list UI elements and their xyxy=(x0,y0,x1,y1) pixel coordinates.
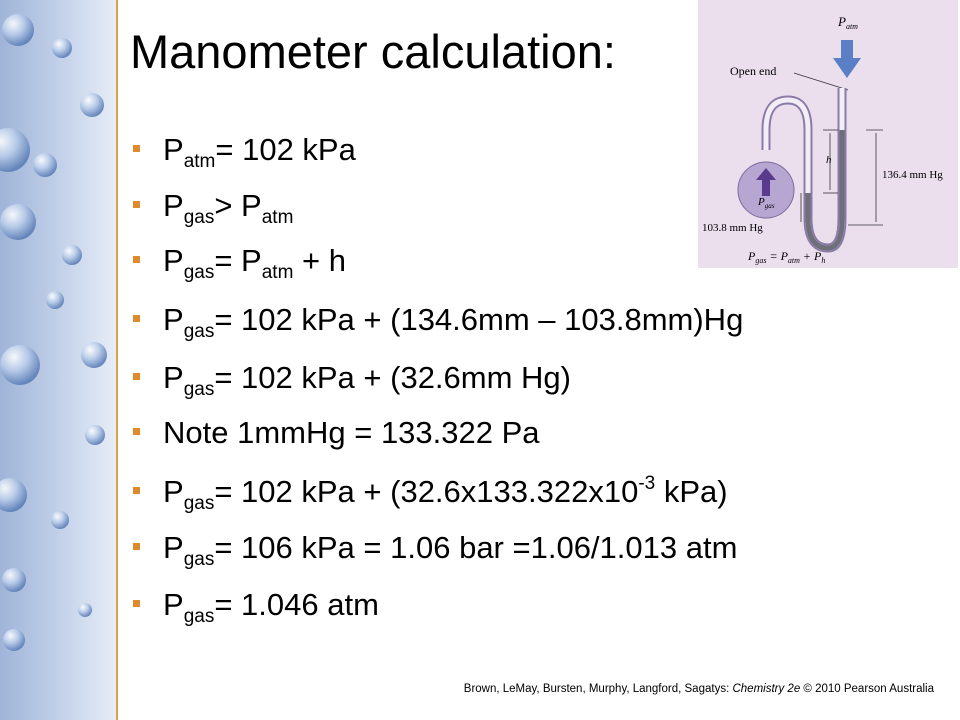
footer-text: Brown, LeMay, Bursten, Murphy, Langford,… xyxy=(463,683,733,695)
bullet-text: P xyxy=(163,530,184,565)
h-label: h xyxy=(826,154,832,166)
slide-title: Manometer calculation: xyxy=(130,25,616,78)
bullet-marker xyxy=(133,315,140,323)
bullet-text: P xyxy=(163,360,184,395)
bullet-marker xyxy=(133,256,140,264)
subscript-text: gas xyxy=(183,379,215,400)
bullet-text: = 1.046 atm xyxy=(214,587,379,622)
bullet-text: > P xyxy=(214,188,262,223)
subscript-text: gas xyxy=(183,321,215,342)
bullet: Pgas= 102 kPa + (32.6mm Hg) xyxy=(133,360,571,401)
bullet: Note 1mmHg = 133.322 Pa xyxy=(133,415,540,451)
bullet-text: = 102 kPa xyxy=(215,132,356,167)
bullet-text: P xyxy=(163,474,184,509)
subscript-text: gas xyxy=(183,606,215,627)
bullet-text: P xyxy=(163,188,184,223)
bullet-text: = 102 kPa + (32.6mm Hg) xyxy=(214,360,571,395)
p-atm-label: Patm xyxy=(837,14,858,31)
figure-equation: Pgas = Patm + Ph xyxy=(747,249,825,265)
subscript-text: atm xyxy=(261,207,294,228)
footer-book: Chemistry 2e xyxy=(732,683,801,695)
bullet: Pgas= 102 kPa + (134.6mm – 103.8mm)Hg xyxy=(133,302,743,343)
manometer-figure: Patm Open end Pgas h 136.4 mm Hg 103.8 m… xyxy=(698,0,958,268)
subscript-text: gas xyxy=(183,493,215,514)
bullet: Pgas= 1.046 atm xyxy=(133,587,379,628)
bullet: Pgas= 102 kPa + (32.6x133.322x10-3 kPa) xyxy=(133,473,728,515)
supscript-text: -3 xyxy=(638,473,656,494)
bullet: Pgas= Patm + h xyxy=(133,243,346,284)
bullet-text: P xyxy=(163,132,184,167)
bullet-text: P xyxy=(163,302,184,337)
decorative-strip xyxy=(0,0,118,720)
bullet-text: kPa) xyxy=(655,474,728,509)
open-end-label: Open end xyxy=(730,64,776,78)
bullet-text: = 102 kPa + (32.6x133.322x10 xyxy=(214,474,639,509)
footer: Brown, LeMay, Bursten, Murphy, Langford,… xyxy=(464,683,934,695)
left-height-label: 103.8 mm Hg xyxy=(702,222,763,234)
subscript-text: gas xyxy=(183,549,215,570)
bullet-text: = P xyxy=(214,243,262,278)
footer-text: © 2010 Pearson Australia xyxy=(800,683,934,695)
bullet-text: Note 1mmHg = 133.322 Pa xyxy=(163,415,540,450)
p-gas-label: Pgas xyxy=(757,196,775,210)
bullet-marker xyxy=(133,201,140,209)
bullet-marker xyxy=(133,373,140,381)
bullet-text: = 102 kPa + (134.6mm – 103.8mm)Hg xyxy=(214,302,744,337)
subscript-text: atm xyxy=(261,262,294,283)
bullet-marker xyxy=(133,145,140,153)
bullet: Patm= 102 kPa xyxy=(133,132,356,173)
bullet-marker xyxy=(133,543,140,551)
bullet-text: P xyxy=(163,243,184,278)
bullet-marker xyxy=(133,487,140,495)
bullet-marker xyxy=(133,600,140,608)
subscript-text: atm xyxy=(183,151,216,172)
bullet-text: + h xyxy=(293,243,346,278)
bullet-marker xyxy=(133,428,140,436)
right-height-label: 136.4 mm Hg xyxy=(882,169,943,181)
subscript-text: gas xyxy=(183,207,215,228)
bullet-text: = 106 kPa = 1.06 bar =1.06/1.013 atm xyxy=(214,530,738,565)
bullet: Pgas= 106 kPa = 1.06 bar =1.06/1.013 atm xyxy=(133,530,737,571)
bullet-text: P xyxy=(163,587,184,622)
bullet: Pgas> Patm xyxy=(133,188,293,229)
subscript-text: gas xyxy=(183,262,215,283)
